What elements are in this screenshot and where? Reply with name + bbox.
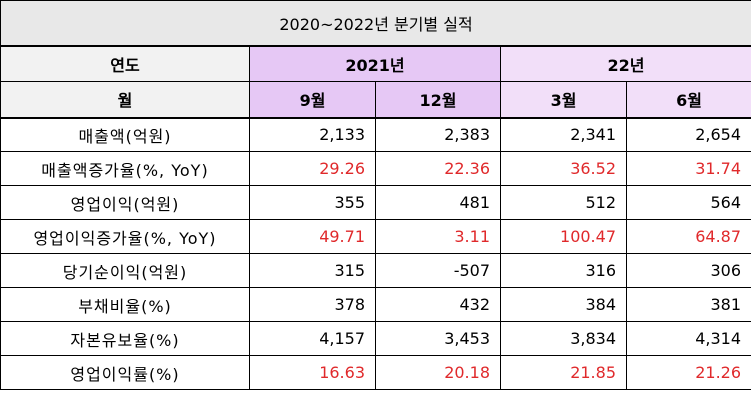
value-cell: 381 (625, 287, 751, 322)
value-cell: 3.11 (375, 219, 501, 254)
quarterly-performance-table: 2020~2022년 분기별 실적 연도 2021년 22년 월 9월 12월 … (0, 0, 751, 390)
value-cell: 355 (249, 185, 376, 220)
value-cell: 36.52 (500, 151, 627, 186)
table-row: 영업이익률(%) 16.63 20.18 21.85 21.26 (0, 355, 751, 390)
table-row: 부채비율(%) 378 432 384 381 (0, 287, 751, 322)
title-row: 2020~2022년 분기별 실적 (0, 0, 751, 47)
value-cell: 564 (625, 185, 751, 220)
value-cell: 315 (249, 253, 376, 288)
value-cell: 384 (500, 287, 627, 322)
value-cell: 306 (625, 253, 751, 288)
value-cell: 2,133 (249, 117, 376, 152)
value-cell: -507 (375, 253, 501, 288)
value-cell: 432 (375, 287, 501, 322)
year-2021-header: 2021년 (249, 45, 501, 82)
value-cell: 2,341 (500, 117, 627, 152)
table-row: 매출액(억원) 2,133 2,383 2,341 2,654 (0, 117, 751, 152)
value-cell: 31.74 (625, 151, 751, 186)
value-cell: 2,383 (375, 117, 501, 152)
value-cell: 2,654 (625, 117, 751, 152)
value-cell: 49.71 (249, 219, 376, 254)
month-header-2021-09: 9월 (249, 81, 376, 119)
value-cell: 512 (500, 185, 627, 220)
value-cell: 481 (375, 185, 501, 220)
table-row: 매출액증가율(%, YoY) 29.26 22.36 36.52 31.74 (0, 151, 751, 186)
value-cell: 22.36 (375, 151, 501, 186)
row-label: 영업이익(억원) (0, 185, 250, 220)
value-cell: 64.87 (625, 219, 751, 254)
table-row: 당기순이익(억원) 315 -507 316 306 (0, 253, 751, 288)
year-label-cell: 연도 (0, 45, 250, 82)
row-label: 영업이익률(%) (0, 355, 250, 390)
value-cell: 20.18 (375, 355, 501, 390)
row-label: 자본유보율(%) (0, 321, 250, 356)
year-header-row: 연도 2021년 22년 (0, 45, 751, 82)
value-cell: 29.26 (249, 151, 376, 186)
month-header-2021-12: 12월 (375, 81, 501, 119)
value-cell: 316 (500, 253, 627, 288)
table-row: 자본유보율(%) 4,157 3,453 3,834 4,314 (0, 321, 751, 356)
table-title: 2020~2022년 분기별 실적 (0, 0, 751, 47)
month-header-2022-06: 6월 (625, 81, 751, 119)
month-header-row: 월 9월 12월 3월 6월 (0, 81, 751, 119)
row-label: 매출액증가율(%, YoY) (0, 151, 250, 186)
value-cell: 100.47 (500, 219, 627, 254)
row-label: 부채비율(%) (0, 287, 250, 322)
value-cell: 4,314 (625, 321, 751, 356)
year-2022-header: 22년 (499, 45, 751, 82)
month-label-cell: 월 (0, 81, 250, 119)
table-row: 영업이익(억원) 355 481 512 564 (0, 185, 751, 220)
row-label: 당기순이익(억원) (0, 253, 250, 288)
value-cell: 378 (249, 287, 376, 322)
value-cell: 3,453 (375, 321, 501, 356)
row-label: 영업이익증가율(%, YoY) (0, 219, 250, 254)
row-label: 매출액(억원) (0, 117, 250, 152)
value-cell: 3,834 (500, 321, 627, 356)
value-cell: 4,157 (249, 321, 376, 356)
table-row: 영업이익증가율(%, YoY) 49.71 3.11 100.47 64.87 (0, 219, 751, 254)
value-cell: 21.85 (500, 355, 627, 390)
value-cell: 16.63 (249, 355, 376, 390)
value-cell: 21.26 (625, 355, 751, 390)
month-header-2022-03: 3월 (500, 81, 627, 119)
